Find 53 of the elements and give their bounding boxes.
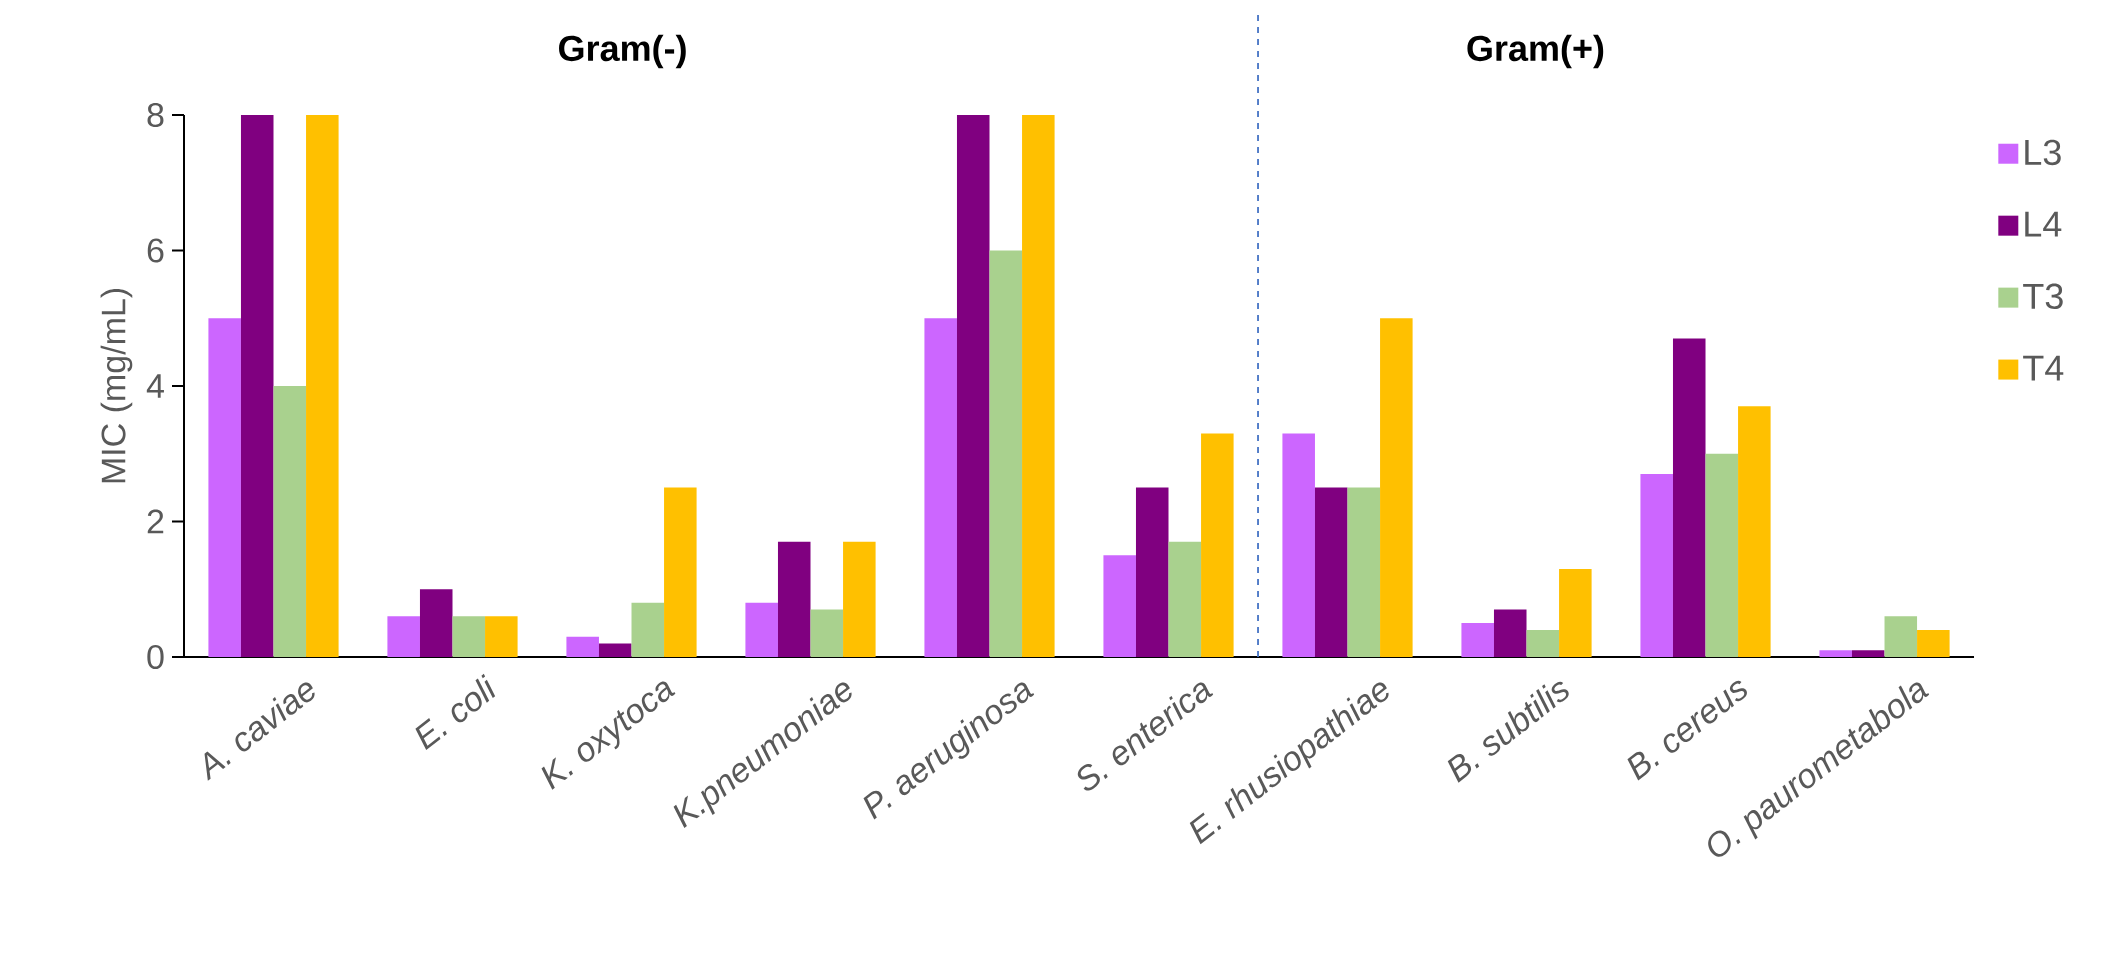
bar — [485, 616, 518, 657]
y-axis-title: MIC (mg/mL) — [100, 288, 133, 483]
bar — [924, 318, 957, 657]
bar — [1640, 474, 1673, 657]
bar — [1461, 623, 1494, 657]
bar — [1559, 568, 1592, 657]
bar — [387, 616, 420, 657]
bar — [1135, 487, 1169, 657]
bar — [745, 602, 778, 657]
bar — [273, 385, 307, 657]
bar — [566, 636, 599, 657]
legend-label: T4 — [2023, 355, 2064, 381]
x-tick-label: E. coli — [415, 673, 496, 751]
legend-label: L4 — [2025, 211, 2062, 237]
bar — [843, 541, 876, 657]
bar — [1168, 541, 1202, 657]
bar — [1314, 487, 1348, 657]
bar — [1103, 555, 1136, 657]
bar — [956, 114, 990, 657]
bar — [240, 114, 274, 657]
bar — [306, 114, 339, 657]
y-tick-label: 6 — [147, 238, 164, 263]
bar — [1347, 487, 1381, 657]
bar — [1738, 406, 1771, 657]
bar — [1672, 338, 1706, 657]
bar — [1493, 609, 1527, 657]
bar — [631, 602, 665, 657]
bar — [810, 609, 844, 657]
bar — [664, 487, 697, 657]
bar — [1380, 318, 1413, 657]
bar — [1705, 453, 1739, 657]
text: Gram(+) — [1467, 34, 1604, 69]
bar — [208, 318, 241, 657]
bar — [1022, 114, 1055, 657]
legend-label: T3 — [2023, 283, 2063, 310]
bar — [1282, 433, 1315, 657]
bar — [452, 616, 486, 657]
bar — [1526, 629, 1560, 657]
bar — [777, 541, 811, 657]
legend-label: L3 — [2025, 139, 2061, 166]
bar — [1851, 650, 1885, 657]
y-tick-label: 8 — [147, 102, 164, 128]
bar — [419, 589, 453, 657]
y-tick-label: 0 — [147, 644, 164, 670]
text: Gram(-) — [559, 34, 686, 69]
bar — [1884, 616, 1918, 657]
bar — [598, 643, 632, 657]
bar — [1917, 629, 1950, 657]
y-tick-label: 2 — [147, 509, 164, 534]
y-tick-label: 4 — [146, 374, 164, 398]
bar — [1201, 433, 1234, 657]
bar — [1819, 650, 1852, 657]
bar — [989, 250, 1023, 657]
